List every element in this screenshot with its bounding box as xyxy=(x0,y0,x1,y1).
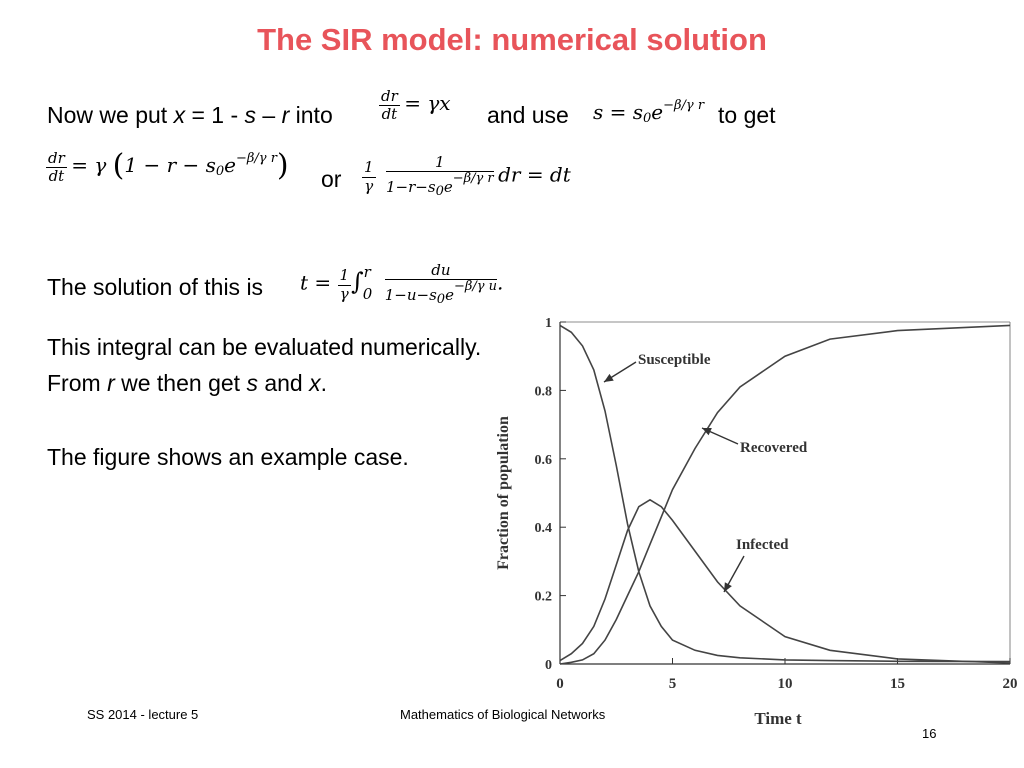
annotation-recovered: Recovered xyxy=(740,440,808,456)
sir-chart: 0 5 10 15 20 0 0.2 0.4 0.6 0.8 1 Time t Fraction of … xyxy=(495,316,1018,728)
slide-title: The SIR model: numerical solution xyxy=(257,22,767,57)
annotation-susceptible: Susceptible xyxy=(638,352,711,368)
and-use-text: and use xyxy=(487,102,569,128)
footer-course: Mathematics of Biological Networks xyxy=(400,707,606,722)
x-tick-label: 10 xyxy=(778,676,793,692)
series-line-infected xyxy=(559,498,1011,664)
var-s: s xyxy=(244,102,257,128)
var-r: r xyxy=(281,102,290,128)
series-line-susceptible xyxy=(559,324,1011,663)
annotation-arrowhead-recovered xyxy=(702,428,712,436)
y-tick-label: 0.8 xyxy=(535,384,553,399)
annotation-arrowhead-susceptible xyxy=(604,373,614,382)
y-tick-label: 0 xyxy=(545,658,552,673)
equation-ode: dr dt = γ (1 − r − s0e−β/γ r) xyxy=(46,148,289,186)
from-r-text: From r we then get s and x. xyxy=(47,370,327,396)
integral-text: This integral can be evaluated numerical… xyxy=(47,334,482,360)
equation-s-definition: s = s0e−β/γ r xyxy=(593,98,705,126)
x-tick-label: 0 xyxy=(556,676,564,692)
annotation-arrowhead-infected xyxy=(724,582,732,592)
y-tick-label: 0.6 xyxy=(535,453,553,468)
x-tick-label: 20 xyxy=(1003,676,1018,692)
y-tick-label: 0.2 xyxy=(535,590,553,605)
line-1-into: into xyxy=(289,102,333,128)
figure-text: The figure shows an example case. xyxy=(47,444,409,470)
series-line-recovered xyxy=(559,324,1011,665)
y-tick-label: 1 xyxy=(545,316,552,331)
y-tick-label: 0.4 xyxy=(535,521,553,536)
to-get-text: to get xyxy=(718,102,776,128)
x-tick-label: 15 xyxy=(890,676,905,692)
solution-text: The solution of this is xyxy=(47,274,264,300)
equation-drdt-gamma-x: dr dt = γx xyxy=(379,87,451,124)
annotation-infected: Infected xyxy=(736,537,789,553)
line-1-text: Now we put x = 1 - s – r into xyxy=(47,102,333,129)
or-text: or xyxy=(321,166,342,192)
x-axis-label: Time t xyxy=(754,709,802,728)
y-axis-label: Fraction of population xyxy=(495,416,512,570)
line-1-prefix: Now we put xyxy=(47,102,174,128)
line-1-dash: – xyxy=(256,102,282,128)
var-x: x xyxy=(173,102,186,128)
line-1-eq: = 1 - xyxy=(185,102,245,128)
x-tick-label: 5 xyxy=(669,676,677,692)
page-number: 16 xyxy=(922,726,937,741)
equation-integral: t = 1 γ ∫r0 du 1−u−s0e−β/γ u. xyxy=(300,261,504,308)
footer-lecture: SS 2014 - lecture 5 xyxy=(87,707,199,722)
